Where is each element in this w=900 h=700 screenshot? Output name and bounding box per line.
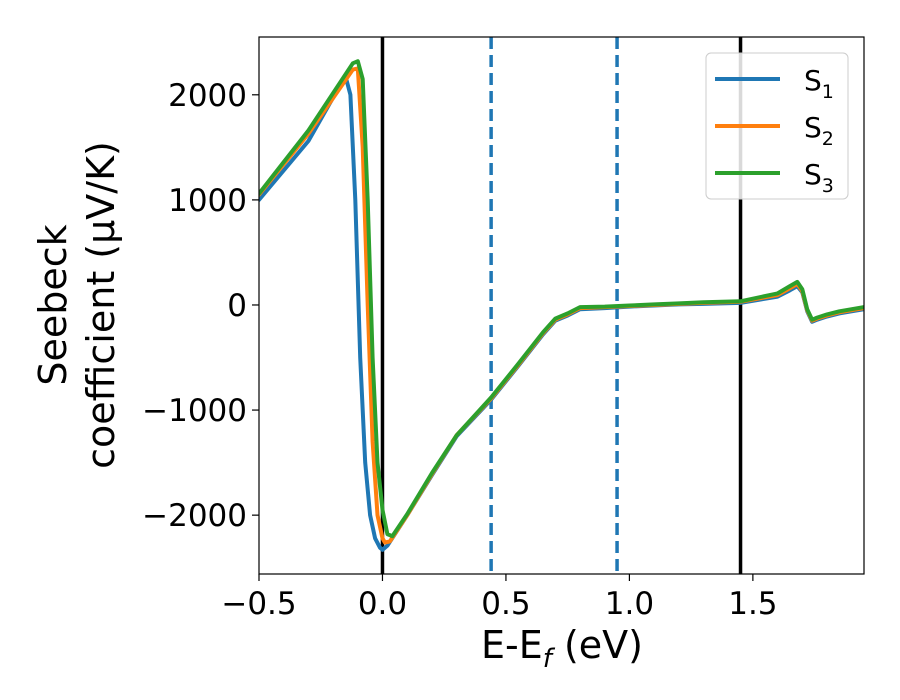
y-tick-label: −1000 (142, 393, 247, 429)
y-axis-title: Seebeck coefficient (μV/K) (31, 141, 123, 469)
x-axis-title: E-Ef (eV) (481, 623, 643, 674)
y-tick-label: 1000 (168, 183, 247, 219)
x-tick-label: 1.5 (728, 586, 777, 622)
legend-label-s2: S2 (804, 111, 834, 150)
y-axis-title-line1: Seebeck (31, 224, 75, 385)
x-tick-label: 0.0 (358, 586, 407, 622)
y-tick-label: 0 (227, 288, 247, 324)
legend-label-s1: S1 (804, 64, 834, 103)
y-axis-title-line2: coefficient (μV/K) (79, 141, 123, 469)
legend-label-s3: S3 (804, 158, 834, 197)
x-tick-label: 1.0 (605, 586, 654, 622)
series-line-s3 (259, 59, 864, 539)
series-lines (259, 59, 864, 552)
x-tick-label: 0.5 (481, 586, 530, 622)
x-tick-label: −0.5 (221, 586, 296, 622)
y-tick-label: 2000 (168, 78, 247, 114)
legend: S1 S2 S3 (705, 52, 849, 200)
y-tick-label: −2000 (142, 498, 247, 534)
y-axis: −2000 −1000 0 1000 2000 (142, 78, 259, 534)
x-axis: −0.5 0.0 0.5 1.0 1.5 (221, 574, 778, 622)
